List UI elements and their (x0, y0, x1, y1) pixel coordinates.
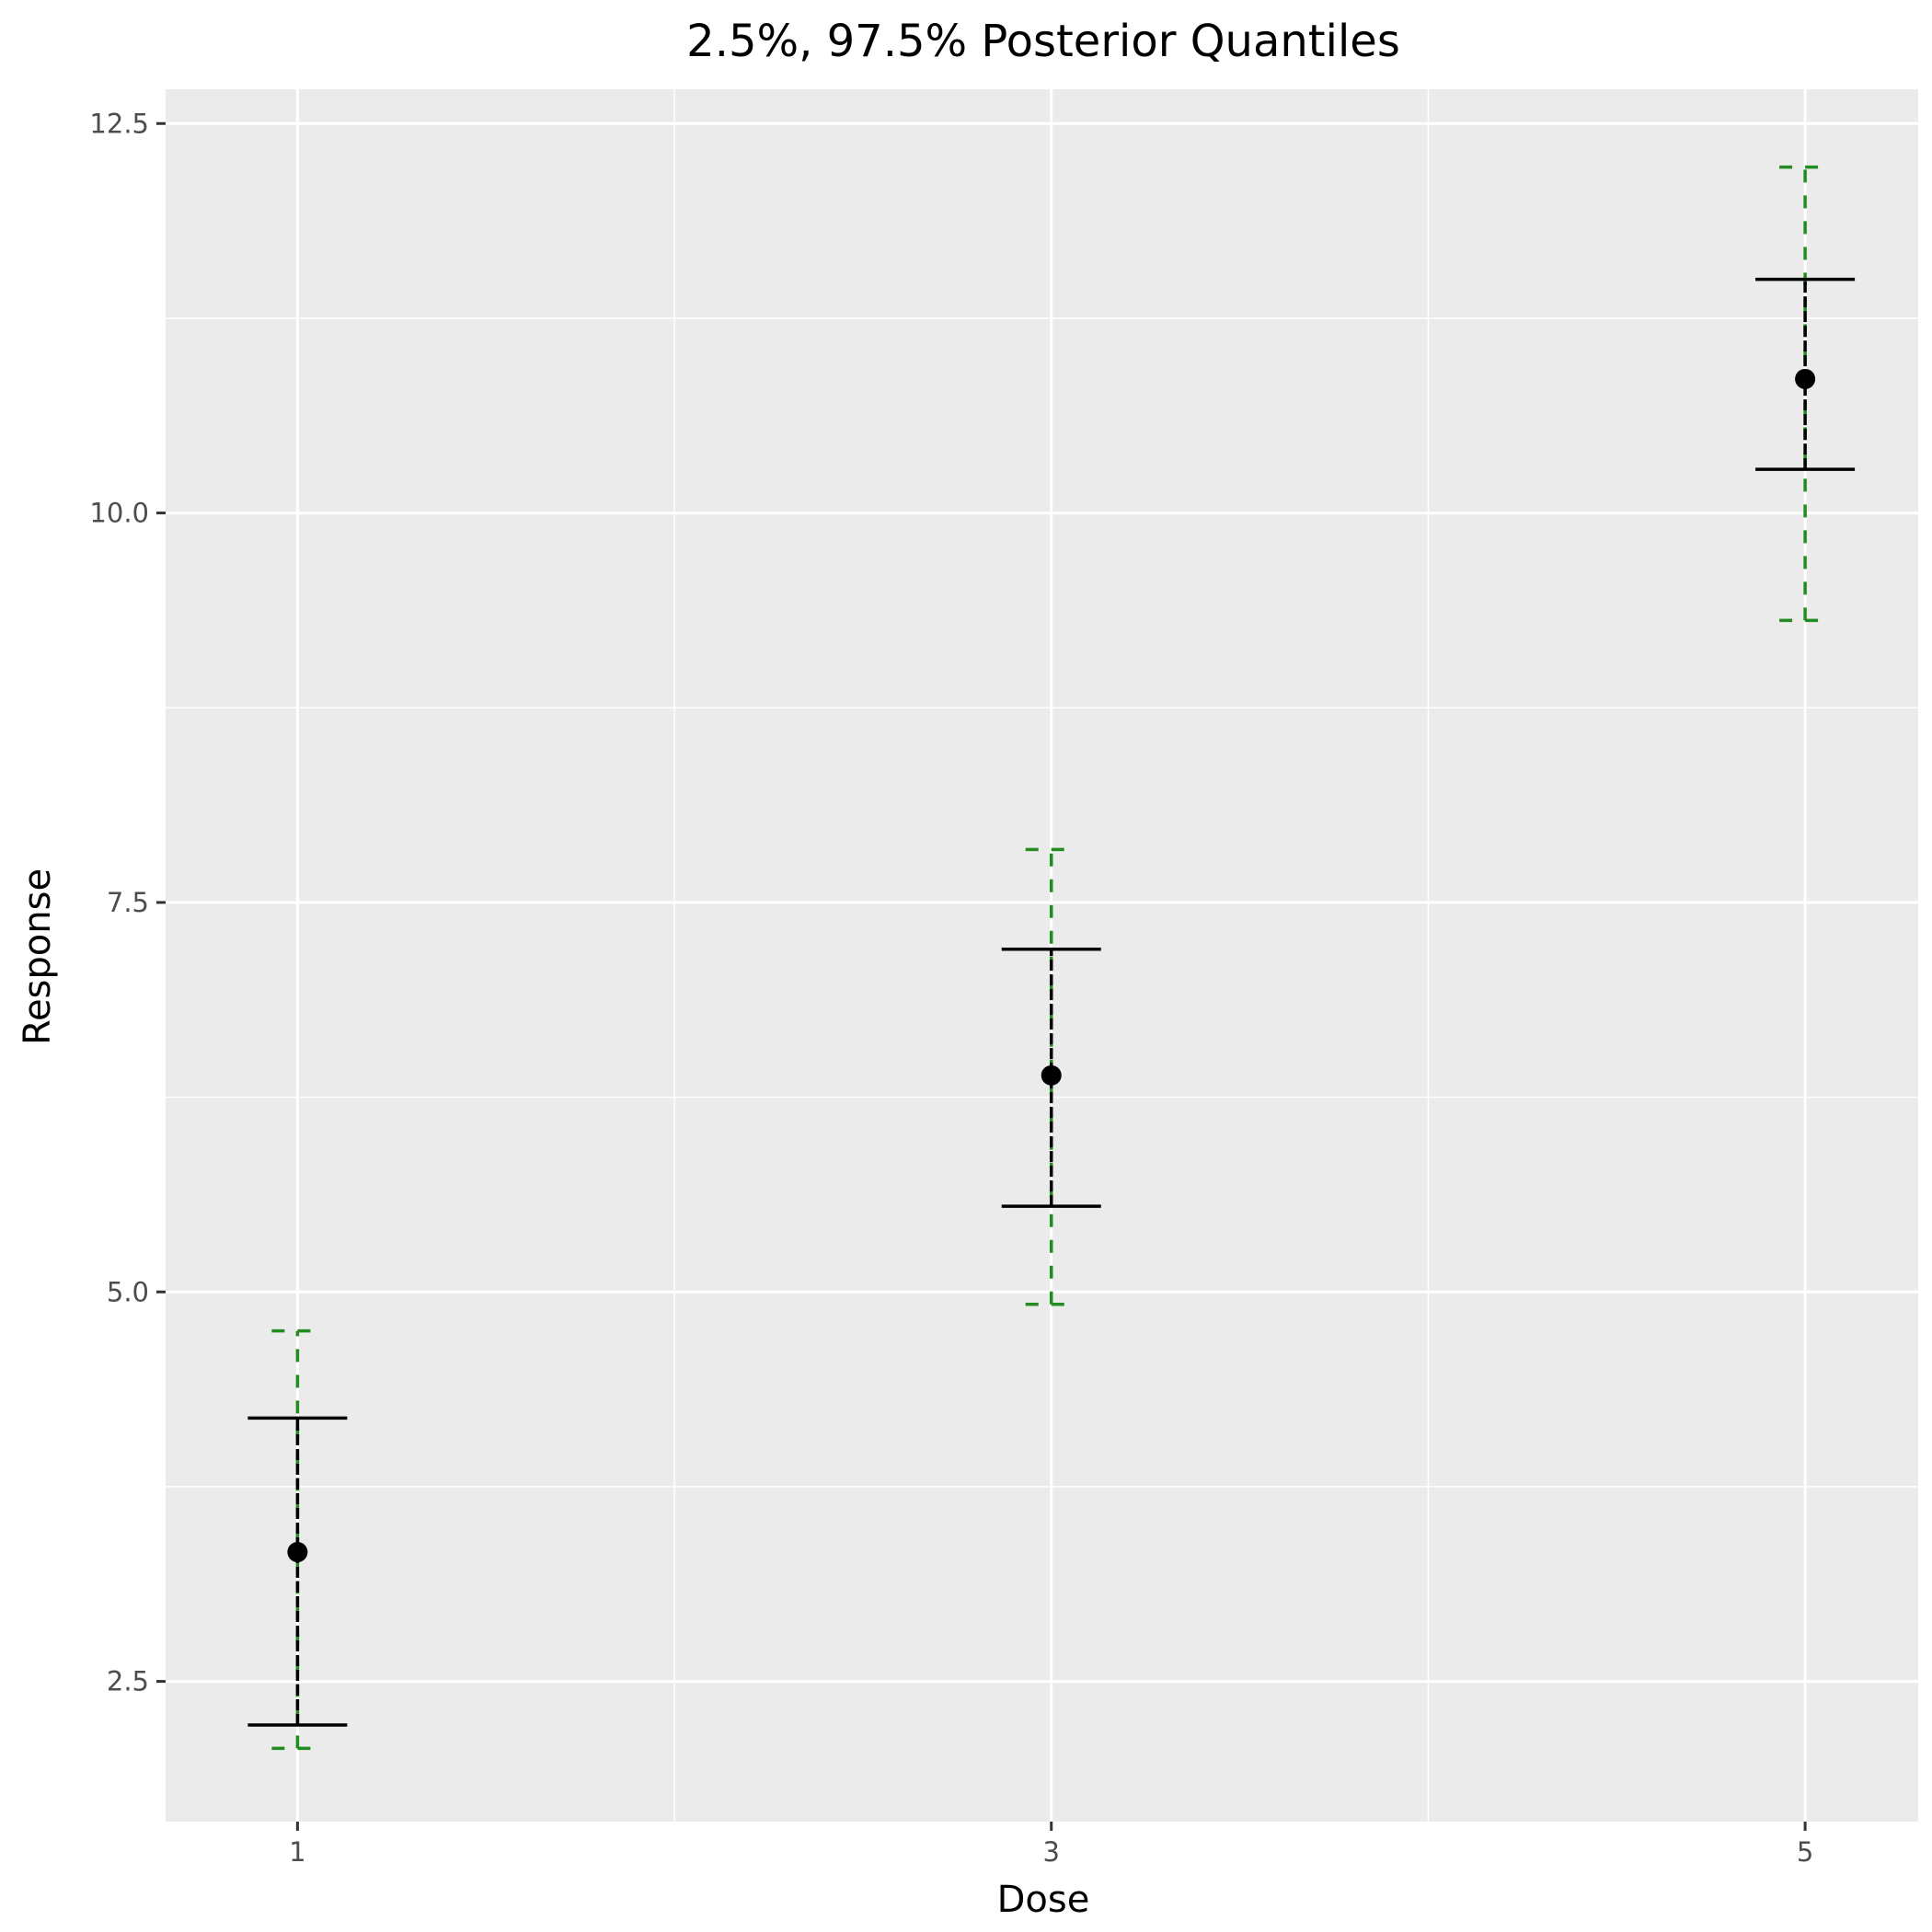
point-estimate (1041, 1064, 1062, 1086)
y-tick-label: 12.5 (89, 108, 149, 139)
x-tick-label: 3 (1043, 1836, 1060, 1868)
plot-panel (166, 89, 1918, 1822)
axis-ticks: 2.5 5.0 7.5 10.0 12.5 1 3 5 (89, 108, 1813, 1868)
x-tick-label: 5 (1797, 1836, 1813, 1868)
y-tick-label: 7.5 (107, 887, 149, 918)
point-estimate (287, 1542, 308, 1563)
chart-title: 2.5%, 97.5% Posterior Quantiles (686, 16, 1400, 67)
point-estimate (1795, 368, 1816, 389)
y-tick-label: 2.5 (107, 1666, 149, 1697)
x-tick-label: 1 (289, 1836, 305, 1868)
point-estimates (287, 368, 1816, 1563)
y-tick-label: 10.0 (89, 498, 149, 529)
y-axis-title: Response (17, 868, 59, 1045)
x-axis-title: Dose (997, 1879, 1090, 1921)
y-tick-label: 5.0 (107, 1276, 149, 1307)
